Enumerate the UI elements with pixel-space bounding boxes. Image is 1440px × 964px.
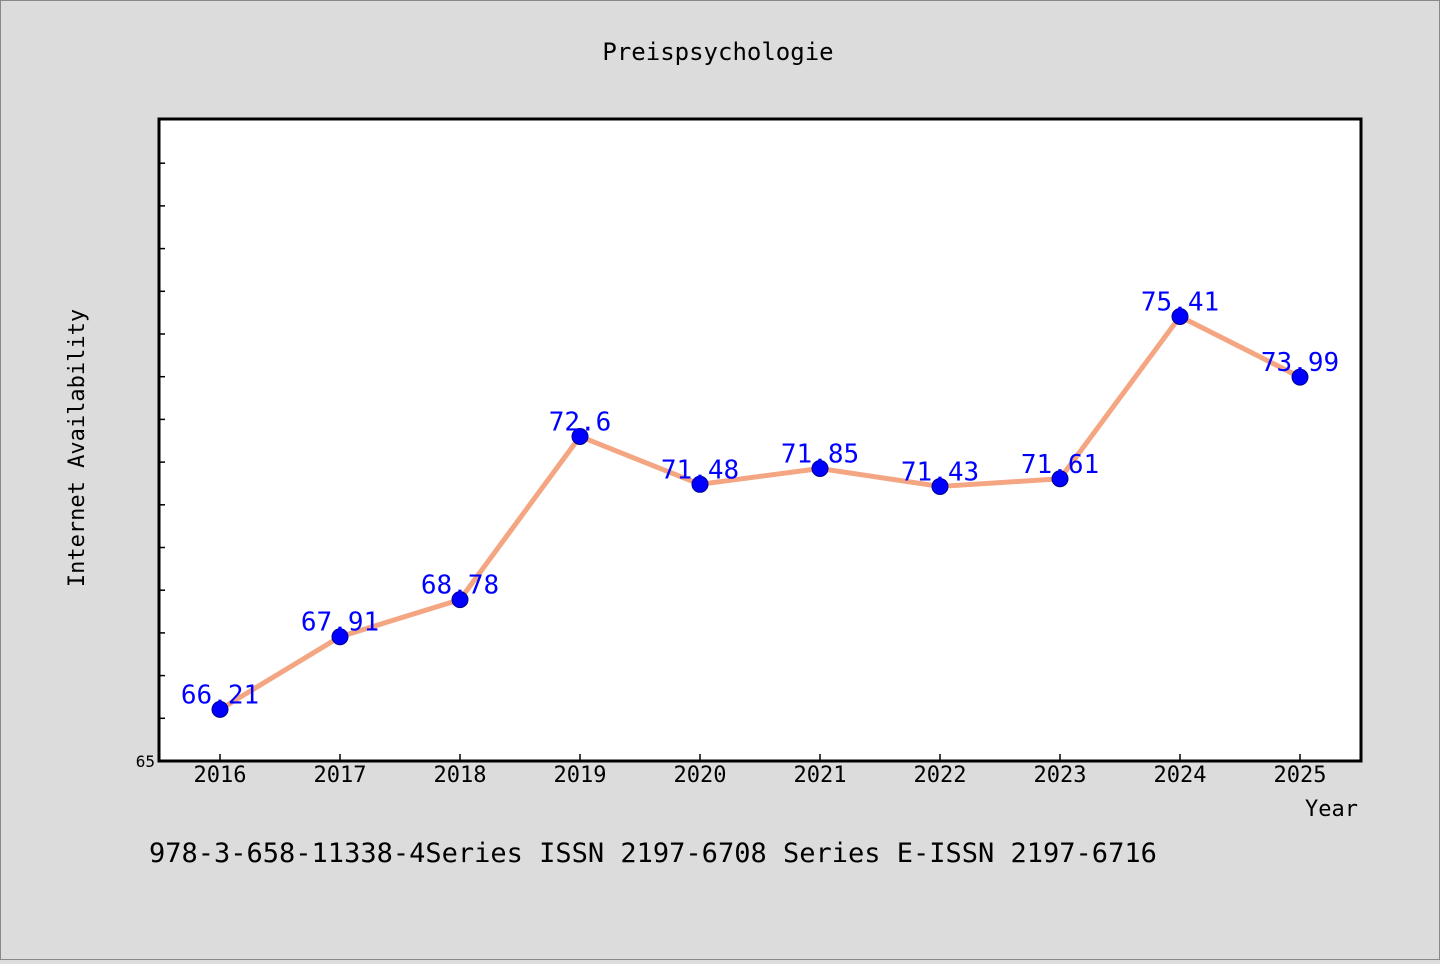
data-point: [691, 475, 709, 493]
data-point: [211, 700, 229, 718]
x-tick-label: 2025: [1274, 763, 1327, 788]
y-tick-label: 65: [136, 752, 155, 771]
data-label: 73.99: [1261, 348, 1339, 378]
data-point: [451, 591, 469, 609]
data-point: [1051, 470, 1069, 488]
data-label: 71.43: [901, 457, 979, 487]
x-axis-ticks: 2016 2017 2018 2019 2020 2021 2022 2023 2024 2025: [194, 754, 1327, 788]
data-point: [331, 628, 349, 646]
footer-text: 978-3-658-11338-4Series ISSN 2197-6708 S…: [149, 838, 1157, 869]
x-tick-label: 2018: [434, 763, 487, 788]
data-label: 71.61: [1021, 450, 1099, 480]
data-label: 71.48: [661, 455, 739, 485]
data-label: 68.78: [421, 571, 499, 601]
data-label: 72.6: [549, 407, 612, 437]
x-tick-label: 2020: [674, 763, 727, 788]
data-point: [571, 427, 589, 445]
series-line: [217, 313, 1303, 712]
data-point: [1291, 368, 1309, 386]
data-point: [931, 477, 949, 495]
x-tick-label: 2016: [194, 763, 247, 788]
plot-area: [157, 117, 1363, 763]
y-axis-ticks: 65: [136, 162, 165, 771]
chart-title: Preispsychologie: [602, 38, 833, 66]
x-tick-label: 2019: [554, 763, 607, 788]
data-point: [811, 460, 829, 478]
data-label: 71.85: [781, 440, 859, 470]
x-tick-label: 2022: [914, 763, 967, 788]
x-tick-label: 2017: [314, 763, 367, 788]
data-point: [1171, 307, 1189, 325]
x-axis-label: Year: [1305, 797, 1358, 822]
data-label: 66.21: [181, 680, 259, 710]
y-axis-label: Internet Availability: [65, 309, 90, 587]
x-tick-label: 2023: [1034, 763, 1087, 788]
x-tick-label: 2021: [794, 763, 847, 788]
data-label: 75.41: [1141, 287, 1219, 317]
data-label: 67.91: [301, 608, 379, 638]
x-tick-label: 2024: [1154, 763, 1207, 788]
series-layer: 66.21 67.91 68.78 72.6 71.48 71.85 71.43 71.61 7…: [181, 287, 1339, 718]
